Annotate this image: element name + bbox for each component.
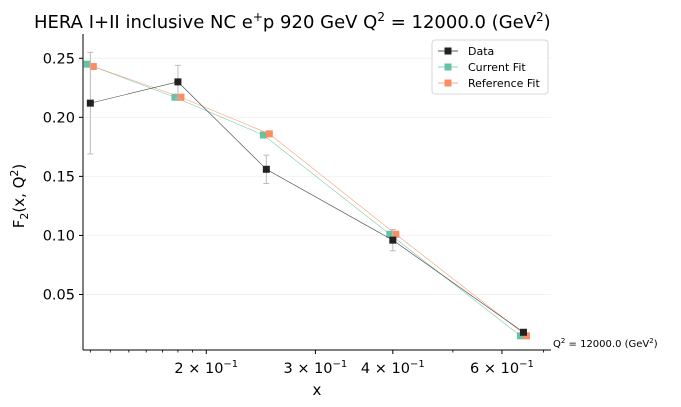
legend-label: Data <box>468 45 494 58</box>
legend-frame <box>431 39 549 95</box>
legend-label: Current Fit <box>468 61 526 74</box>
data-point <box>171 93 179 101</box>
data-point <box>259 131 267 139</box>
legend-marker <box>444 63 452 71</box>
legend-marker <box>444 47 452 55</box>
series-line <box>93 66 527 337</box>
series <box>83 51 530 340</box>
data-point <box>389 236 397 244</box>
data-point <box>392 230 400 238</box>
x-tick-label: 6 × 10−1 <box>470 359 534 377</box>
y-tick-label: 0.25 <box>43 51 75 67</box>
axes <box>82 34 551 351</box>
data-point <box>89 63 97 71</box>
legend: Data Current Fit Reference Fit <box>431 39 549 95</box>
y-tick-label: 0.05 <box>43 287 75 303</box>
x-tick-label: 3 × 10−1 <box>283 359 347 377</box>
legend-label: Reference Fit <box>468 77 540 90</box>
x-axis-label: x <box>313 381 322 399</box>
q2-annotation: Q2 = 12000.0 (GeV2) <box>553 337 658 350</box>
data-point <box>516 332 524 340</box>
data-point <box>83 60 91 68</box>
chart-title: HERA I+II inclusive NC e+p 920 GeV Q2 = … <box>34 10 551 33</box>
data-point <box>265 130 273 138</box>
legend-marker <box>444 79 452 87</box>
data-point <box>386 230 394 238</box>
y-axis-label: F2(x, Q2) <box>8 164 31 229</box>
x-ticks: 2 × 10−1 3 × 10−1 4 × 10−1 6 × 10−1 <box>89 350 544 377</box>
data-point <box>519 328 527 336</box>
data-point <box>522 332 530 340</box>
data-point <box>177 93 185 101</box>
series-line <box>87 63 521 337</box>
y-tick-label: 0.20 <box>43 110 75 126</box>
y-ticks: 0.05 0.10 0.15 0.20 0.25 <box>43 51 83 303</box>
data-point <box>262 165 270 173</box>
y-tick-label: 0.10 <box>43 228 75 244</box>
x-tick-label: 2 × 10−1 <box>174 359 238 377</box>
data-point <box>86 99 94 107</box>
x-tick-label: 4 × 10−1 <box>361 359 425 377</box>
y-tick-label: 0.15 <box>43 169 75 185</box>
data-point <box>174 78 182 86</box>
